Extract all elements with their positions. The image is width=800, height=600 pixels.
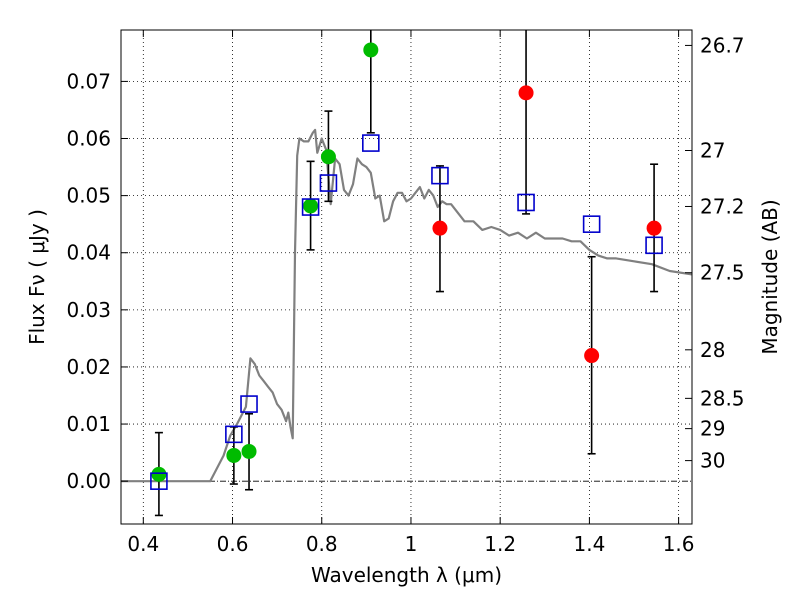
x-tick-label: 1.6 bbox=[663, 532, 695, 556]
data-point-circle bbox=[518, 85, 534, 101]
data-point-circle bbox=[226, 447, 242, 463]
right-tick-label: 27.5 bbox=[700, 261, 745, 285]
right-tick-label: 29 bbox=[700, 417, 725, 441]
data-point-square bbox=[240, 395, 258, 413]
y-tick-label: 0.01 bbox=[66, 412, 111, 436]
right-tick-label: 27.2 bbox=[700, 194, 745, 218]
data-point-circle bbox=[241, 443, 257, 459]
right-axis-title: Magnitude (AB) bbox=[758, 199, 782, 354]
x-tick-label: 0.8 bbox=[306, 532, 338, 556]
data-point-square bbox=[645, 236, 663, 255]
data-point-square bbox=[225, 425, 243, 444]
x-tick-label: 1.4 bbox=[573, 532, 605, 556]
y-tick-label: 0.00 bbox=[66, 469, 111, 493]
data-point-square bbox=[517, 193, 535, 212]
plot-frame bbox=[120, 29, 693, 525]
y-tick-label: 0.07 bbox=[66, 69, 111, 93]
right-tick-label: 30 bbox=[700, 449, 725, 473]
data-point-circle bbox=[584, 348, 600, 364]
y-tick-label: 0.06 bbox=[66, 127, 111, 151]
right-tick-label: 28 bbox=[700, 338, 725, 362]
data-point-circle bbox=[151, 466, 167, 482]
y-tick-label: 0.02 bbox=[66, 355, 111, 379]
data-point-circle bbox=[432, 220, 448, 236]
y-axis-ticks: 0.00 0.01 0.02 0.03 0.04 0.05 0.06 0.07 bbox=[66, 69, 128, 493]
x-tick-label: 1.2 bbox=[484, 532, 516, 556]
y-axis-title: Flux Fν ( μJy ) bbox=[25, 209, 49, 345]
y-tick-label: 0.04 bbox=[66, 241, 111, 265]
x-axis-ticks: 0.4 0.6 0.8 1 1.2 1.4 1.6 bbox=[127, 30, 695, 556]
data-point-square bbox=[431, 166, 449, 185]
right-tick-label: 28.5 bbox=[700, 386, 745, 410]
x-tick-label: 1 bbox=[405, 532, 418, 556]
data-point-circle bbox=[303, 198, 319, 214]
data-point-circle bbox=[363, 42, 379, 58]
grid-lines bbox=[121, 30, 692, 524]
model-spectrum bbox=[121, 128, 693, 483]
data-point-square bbox=[362, 134, 380, 152]
data-point-circle bbox=[646, 220, 662, 236]
y-tick-label: 0.05 bbox=[66, 184, 111, 208]
data-point-circle bbox=[320, 149, 336, 165]
photometry-points bbox=[150, 42, 663, 490]
right-tick-label: 27 bbox=[700, 139, 725, 163]
y-tick-label: 0.03 bbox=[66, 298, 111, 322]
right-tick-label: 26.7 bbox=[700, 33, 745, 57]
model-spectrum-line bbox=[121, 128, 693, 483]
data-point-square bbox=[319, 174, 338, 192]
x-tick-label: 0.6 bbox=[217, 532, 249, 556]
data-point-square bbox=[150, 472, 168, 490]
right-axis-ticks: 26.7 27 27.2 27.5 28 28.5 29 30 bbox=[685, 33, 745, 473]
data-point-square bbox=[301, 198, 320, 216]
data-point-square bbox=[582, 215, 601, 233]
x-axis-title: Wavelength λ (μm) bbox=[311, 563, 502, 587]
x-tick-label: 0.4 bbox=[127, 532, 159, 556]
